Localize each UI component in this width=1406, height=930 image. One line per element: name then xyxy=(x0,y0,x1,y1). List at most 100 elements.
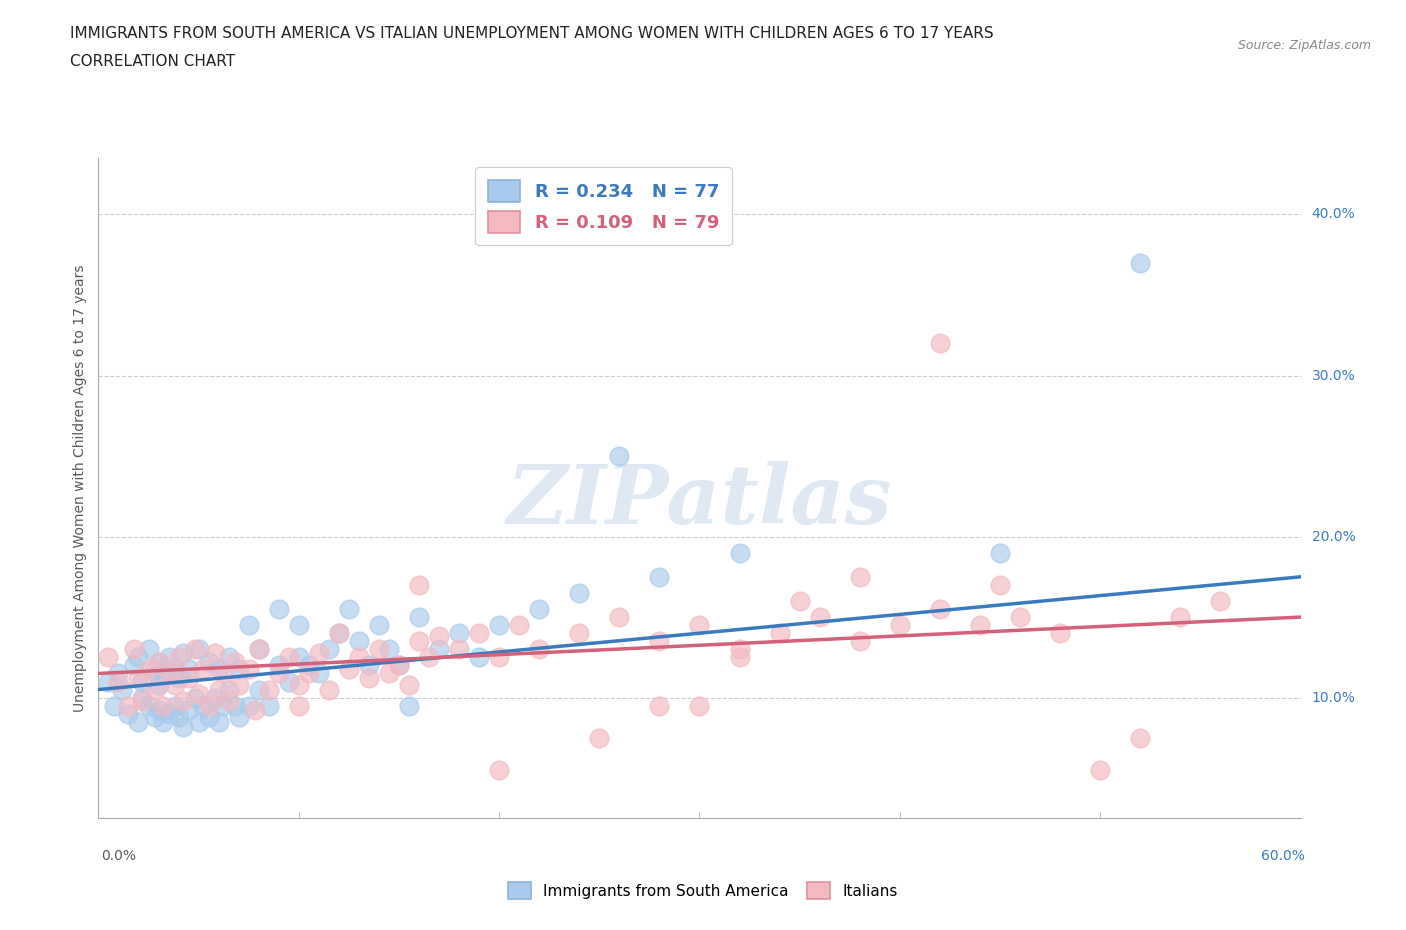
Point xyxy=(238,618,260,632)
Point xyxy=(488,763,510,777)
Point xyxy=(128,650,150,665)
Legend: Immigrants from South America, Italians: Immigrants from South America, Italians xyxy=(501,874,905,907)
Point xyxy=(148,703,170,718)
Point xyxy=(238,661,260,676)
Point xyxy=(288,618,311,632)
Point xyxy=(111,682,134,697)
Point xyxy=(187,687,209,702)
Point xyxy=(143,710,166,724)
Point xyxy=(183,690,205,705)
Point xyxy=(929,602,952,617)
Text: 0.0%: 0.0% xyxy=(101,849,136,863)
Point xyxy=(408,610,430,625)
Point xyxy=(124,658,146,672)
Point xyxy=(609,610,631,625)
Point xyxy=(1129,256,1152,271)
Point xyxy=(197,655,219,670)
Text: ZIPatlas: ZIPatlas xyxy=(506,461,893,541)
Point xyxy=(177,671,200,685)
Point xyxy=(728,545,751,560)
Point xyxy=(288,698,311,713)
Point xyxy=(288,677,311,692)
Point xyxy=(988,578,1011,592)
Point xyxy=(208,714,231,729)
Point xyxy=(238,698,260,713)
Point xyxy=(204,690,226,705)
Point xyxy=(728,642,751,657)
Point xyxy=(609,448,631,463)
Point xyxy=(408,578,430,592)
Point xyxy=(204,645,226,660)
Point xyxy=(157,706,180,721)
Point xyxy=(247,682,270,697)
Point xyxy=(208,682,231,697)
Point xyxy=(789,593,811,608)
Point xyxy=(849,569,872,584)
Point xyxy=(318,682,340,697)
Text: IMMIGRANTS FROM SOUTH AMERICA VS ITALIAN UNEMPLOYMENT AMONG WOMEN WITH CHILDREN : IMMIGRANTS FROM SOUTH AMERICA VS ITALIAN… xyxy=(70,26,994,41)
Point xyxy=(152,714,174,729)
Point xyxy=(1170,610,1192,625)
Point xyxy=(1088,763,1111,777)
Point xyxy=(378,642,401,657)
Point xyxy=(117,698,139,713)
Point xyxy=(648,634,671,649)
Point xyxy=(124,642,146,657)
Point xyxy=(172,645,194,660)
Point xyxy=(143,661,166,676)
Y-axis label: Unemployment Among Women with Children Ages 6 to 17 years: Unemployment Among Women with Children A… xyxy=(73,264,87,712)
Point xyxy=(298,666,321,681)
Point xyxy=(267,602,290,617)
Text: 40.0%: 40.0% xyxy=(1312,207,1355,221)
Point xyxy=(447,626,470,641)
Point xyxy=(172,694,194,709)
Text: 30.0%: 30.0% xyxy=(1312,368,1355,382)
Point xyxy=(117,706,139,721)
Point xyxy=(148,655,170,670)
Point xyxy=(177,661,200,676)
Point xyxy=(131,694,153,709)
Point xyxy=(328,626,350,641)
Point xyxy=(131,674,153,689)
Point xyxy=(138,698,160,713)
Point xyxy=(218,694,240,709)
Point xyxy=(889,618,911,632)
Point xyxy=(648,569,671,584)
Point xyxy=(228,710,250,724)
Point xyxy=(163,677,186,692)
Point xyxy=(408,634,430,649)
Point xyxy=(688,618,710,632)
Point xyxy=(197,710,219,724)
Point xyxy=(211,698,233,713)
Point xyxy=(163,661,186,676)
Point xyxy=(398,677,420,692)
Point xyxy=(368,642,391,657)
Point xyxy=(187,714,209,729)
Point xyxy=(388,658,411,672)
Point xyxy=(468,626,491,641)
Point xyxy=(447,642,470,657)
Point xyxy=(177,703,200,718)
Point xyxy=(138,642,160,657)
Point xyxy=(318,642,340,657)
Point xyxy=(277,674,299,689)
Point xyxy=(197,698,219,713)
Point xyxy=(347,650,370,665)
Point xyxy=(277,650,299,665)
Point xyxy=(183,642,205,657)
Point xyxy=(228,661,250,676)
Point xyxy=(107,666,129,681)
Point xyxy=(568,586,591,601)
Point xyxy=(568,626,591,641)
Text: 20.0%: 20.0% xyxy=(1312,529,1355,543)
Point xyxy=(148,655,170,670)
Point xyxy=(728,650,751,665)
Point xyxy=(211,666,233,681)
Point xyxy=(529,642,551,657)
Point xyxy=(768,626,790,641)
Text: 60.0%: 60.0% xyxy=(1261,849,1305,863)
Point xyxy=(337,602,360,617)
Point xyxy=(187,642,209,657)
Point xyxy=(357,658,380,672)
Point xyxy=(1209,593,1232,608)
